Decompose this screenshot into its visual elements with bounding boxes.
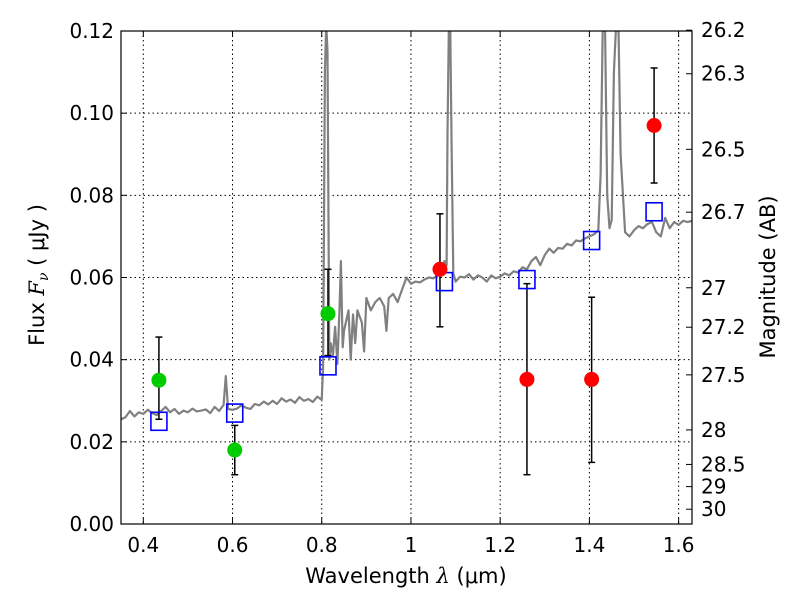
model-photometry-square bbox=[319, 356, 337, 376]
model-photometry-square bbox=[518, 269, 536, 290]
model-photometry-square bbox=[225, 403, 244, 423]
right-tick-label: 30 bbox=[701, 497, 726, 521]
spectrum-layer bbox=[121, 31, 692, 421]
right-tick-label: 29 bbox=[701, 475, 726, 499]
right-tick-label: 27.5 bbox=[701, 363, 746, 387]
right-tick-label: 27.2 bbox=[701, 315, 746, 339]
axis-ticks bbox=[121, 29, 692, 525]
x-tick-label: 1.2 bbox=[484, 533, 516, 557]
y-tick-label: 0.12 bbox=[69, 19, 114, 43]
y-axis-label: Flux Fν ( μJy ) bbox=[25, 204, 52, 346]
right-tick-label: 26.5 bbox=[701, 137, 746, 161]
observed-point bbox=[584, 371, 600, 387]
y-tick-label: 0.00 bbox=[69, 512, 114, 536]
spectrum-line bbox=[121, 31, 692, 421]
x-tick-label: 0.4 bbox=[127, 533, 159, 557]
y-tick-labels: 0.00 0.02 0.04 0.06 0.08 0.10 0.12 bbox=[69, 19, 114, 536]
x-tick-label: 1.4 bbox=[573, 533, 605, 557]
x-tick-label: 1.6 bbox=[663, 533, 695, 557]
right-tick-label: 28.5 bbox=[701, 452, 746, 476]
model-photometry-square bbox=[582, 230, 601, 251]
x-tick-label: 0.6 bbox=[217, 533, 249, 557]
right-axis-label: Magnitude (AB) bbox=[756, 195, 780, 358]
x-tick-labels: 0.4 0.6 0.8 1 1.2 1.4 1.6 bbox=[127, 533, 694, 557]
observed-point bbox=[227, 442, 243, 458]
x-axis-label: Wavelength λ (μm) bbox=[305, 564, 506, 588]
observed-point bbox=[320, 306, 336, 322]
y-tick-label: 0.04 bbox=[69, 348, 114, 372]
right-tick-label: 26.7 bbox=[701, 200, 746, 224]
x-tick-label: 1 bbox=[405, 533, 418, 557]
y-tick-label: 0.08 bbox=[69, 183, 114, 207]
observed-point bbox=[151, 372, 167, 388]
marker-layer bbox=[150, 117, 663, 458]
observed-point bbox=[432, 261, 448, 277]
model-photometry-square bbox=[150, 411, 168, 432]
y-tick-label: 0.10 bbox=[69, 101, 114, 125]
y-tick-label: 0.02 bbox=[69, 430, 114, 454]
y-tick-label: 0.06 bbox=[69, 266, 114, 290]
right-tick-label: 27 bbox=[701, 276, 726, 300]
right-tick-label: 26.2 bbox=[701, 18, 746, 42]
observed-point bbox=[646, 117, 662, 133]
right-tick-label: 26.3 bbox=[701, 62, 746, 86]
x-tick-label: 0.8 bbox=[306, 533, 338, 557]
observed-point bbox=[519, 371, 535, 387]
model-photometry-square bbox=[645, 201, 663, 222]
right-tick-label: 28 bbox=[701, 418, 726, 442]
